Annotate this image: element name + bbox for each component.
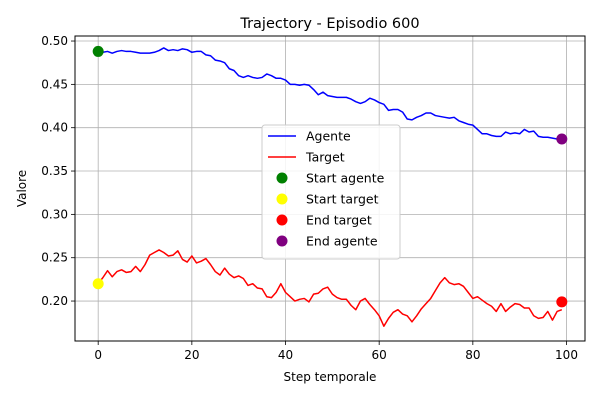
series-line-target <box>97 249 563 327</box>
x-tick-label: 100 <box>555 348 578 362</box>
series-line-agente <box>98 47 562 140</box>
legend-label-start-target: Start target <box>306 192 379 207</box>
chart-title: Trajectory - Episodio 600 <box>239 16 419 32</box>
legend-label-start-agente: Start agente <box>306 171 385 186</box>
marker-start-agente <box>92 45 104 57</box>
x-tick-label: 40 <box>278 348 293 362</box>
legend-label-agente: Agente <box>306 129 351 144</box>
marker-end-target <box>556 296 568 308</box>
marker-start-target <box>92 278 104 290</box>
plot-frame <box>74 35 586 342</box>
y-tick-label: 0.45 <box>41 77 68 91</box>
x-tick-label: 80 <box>465 348 480 362</box>
x-axis: 0 20 40 60 80 100 <box>94 341 578 362</box>
legend-label-end-target: End target <box>306 213 372 228</box>
legend-swatch-end-target <box>276 214 288 226</box>
y-axis: 0.20 0.25 0.30 0.35 0.40 0.45 0.50 <box>41 34 75 308</box>
legend-swatch-start-agente <box>276 172 288 184</box>
legend-swatch-start-target <box>276 193 288 205</box>
y-axis-title: Valore <box>15 170 29 207</box>
y-tick-label: 0.50 <box>41 34 68 48</box>
y-tick-label: 0.40 <box>41 121 68 135</box>
legend-label-end-agente: End agente <box>306 234 378 249</box>
y-tick-label: 0.25 <box>41 251 68 265</box>
series-layer <box>97 47 563 327</box>
legend-box <box>261 124 401 260</box>
y-tick-label: 0.35 <box>41 164 68 178</box>
legend-swatch-end-agente <box>276 235 288 247</box>
x-tick-label: 0 <box>94 348 102 362</box>
marker-end-agente <box>556 133 568 145</box>
x-tick-label: 20 <box>184 348 199 362</box>
y-tick-label: 0.30 <box>41 207 68 221</box>
y-tick-label: 0.20 <box>41 294 68 308</box>
x-axis-title: Step temporale <box>284 370 377 384</box>
marker-layer <box>92 45 568 308</box>
legend-label-target: Target <box>305 150 345 165</box>
legend: Agente Target Start agente Start target End … <box>261 124 401 260</box>
x-tick-label: 60 <box>372 348 387 362</box>
